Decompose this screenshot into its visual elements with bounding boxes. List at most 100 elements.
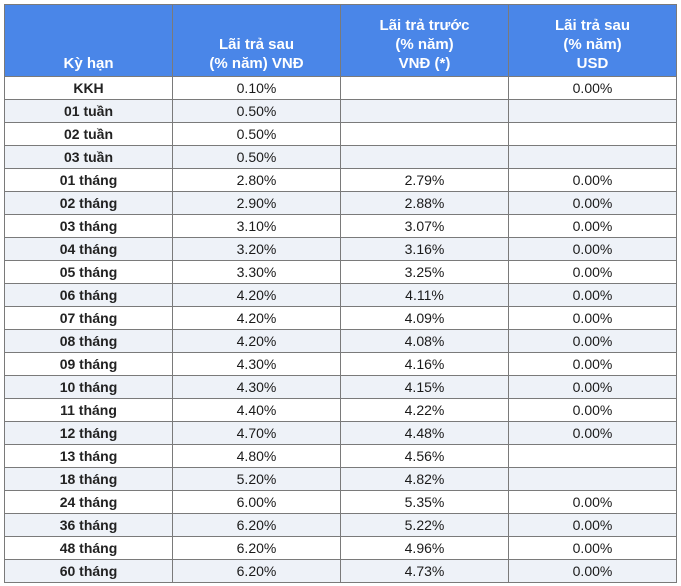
term-cell: 24 tháng [4,490,173,514]
postpaid-usd-cell: 0.00% [508,375,677,399]
table-row: 60 tháng 6.20% 4.73% 0.00% [4,559,677,583]
postpaid-vnd-cell: 2.90% [172,191,341,215]
table-row: 36 tháng 6.20% 5.22% 0.00% [4,513,677,537]
prepaid-vnd-cell: 4.09% [340,306,509,330]
prepaid-vnd-cell: 2.88% [340,191,509,215]
prepaid-vnd-cell [340,76,509,100]
prepaid-vnd-cell: 4.16% [340,352,509,376]
postpaid-usd-cell: 0.00% [508,513,677,537]
prepaid-vnd-cell: 4.96% [340,536,509,560]
table-row: KKH 0.10% 0.00% [4,76,677,100]
postpaid-vnd-cell: 3.30% [172,260,341,284]
column-header-line: USD [576,55,609,72]
header-postpaid-vnd: Lãi trả sau (% năm) VNĐ [172,4,341,77]
term-cell: 18 tháng [4,467,173,491]
term-cell: 03 tháng [4,214,173,238]
table-row: 01 tháng 2.80% 2.79% 0.00% [4,168,677,192]
postpaid-usd-cell [508,467,677,491]
postpaid-usd-cell: 0.00% [508,283,677,307]
term-cell: 13 tháng [4,444,173,468]
postpaid-usd-cell: 0.00% [508,398,677,422]
postpaid-vnd-cell: 0.50% [172,145,341,169]
postpaid-vnd-cell: 4.20% [172,283,341,307]
postpaid-usd-cell [508,444,677,468]
prepaid-vnd-cell: 2.79% [340,168,509,192]
postpaid-vnd-cell: 6.00% [172,490,341,514]
table-header: Kỳ hạn Lãi trả sau (% năm) VNĐ Lãi trả trướ… [4,4,677,77]
prepaid-vnd-cell: 4.08% [340,329,509,353]
prepaid-vnd-cell [340,145,509,169]
prepaid-vnd-cell: 4.56% [340,444,509,468]
postpaid-usd-cell [508,145,677,169]
table-body: KKH 0.10% 0.00% 01 tuần 0.50% 02 tuần 0.50% 03 … [4,76,677,583]
postpaid-usd-cell [508,99,677,123]
postpaid-vnd-cell: 4.80% [172,444,341,468]
prepaid-vnd-cell: 3.16% [340,237,509,261]
postpaid-usd-cell: 0.00% [508,421,677,445]
table-row: 01 tuần 0.50% [4,99,677,123]
postpaid-usd-cell: 0.00% [508,536,677,560]
table-row: 05 tháng 3.30% 3.25% 0.00% [4,260,677,284]
postpaid-usd-cell: 0.00% [508,559,677,583]
postpaid-usd-cell [508,122,677,146]
prepaid-vnd-cell: 4.73% [340,559,509,583]
table-row: 09 tháng 4.30% 4.16% 0.00% [4,352,677,376]
term-cell: 07 tháng [4,306,173,330]
column-header-line: Lãi trả sau [554,17,631,34]
table-row: 02 tháng 2.90% 2.88% 0.00% [4,191,677,215]
term-cell: 06 tháng [4,283,173,307]
prepaid-vnd-cell: 4.11% [340,283,509,307]
column-header-line: (% năm) [395,36,454,53]
postpaid-usd-cell: 0.00% [508,191,677,215]
term-cell: 04 tháng [4,237,173,261]
table-row: 12 tháng 4.70% 4.48% 0.00% [4,421,677,445]
table-row: 08 tháng 4.20% 4.08% 0.00% [4,329,677,353]
header-postpaid-usd: Lãi trả sau (% năm) USD [508,4,677,77]
postpaid-usd-cell: 0.00% [508,237,677,261]
term-cell: 02 tuần [4,122,173,146]
postpaid-usd-cell: 0.00% [508,260,677,284]
term-cell: 03 tuần [4,145,173,169]
postpaid-vnd-cell: 4.40% [172,398,341,422]
postpaid-vnd-cell: 6.20% [172,559,341,583]
term-cell: 48 tháng [4,536,173,560]
term-cell: 05 tháng [4,260,173,284]
table-row: 04 tháng 3.20% 3.16% 0.00% [4,237,677,261]
prepaid-vnd-cell [340,122,509,146]
term-cell: 10 tháng [4,375,173,399]
term-cell: 01 tuần [4,99,173,123]
term-cell: 12 tháng [4,421,173,445]
postpaid-vnd-cell: 6.20% [172,536,341,560]
column-header-line: Kỳ hạn [63,55,114,72]
postpaid-vnd-cell: 4.70% [172,421,341,445]
postpaid-vnd-cell: 3.10% [172,214,341,238]
prepaid-vnd-cell: 4.15% [340,375,509,399]
interest-rate-table-container: Kỳ hạn Lãi trả sau (% năm) VNĐ Lãi trả trướ… [4,4,677,583]
table-row: 03 tuần 0.50% [4,145,677,169]
table-row: 13 tháng 4.80% 4.56% [4,444,677,468]
column-header-line: VNĐ (*) [398,55,451,72]
table-row: 07 tháng 4.20% 4.09% 0.00% [4,306,677,330]
postpaid-vnd-cell: 6.20% [172,513,341,537]
term-cell: 60 tháng [4,559,173,583]
column-header-line: Lãi trả trước [379,17,470,34]
postpaid-usd-cell: 0.00% [508,76,677,100]
table-row: 06 tháng 4.20% 4.11% 0.00% [4,283,677,307]
interest-rate-table: Kỳ hạn Lãi trả sau (% năm) VNĐ Lãi trả trướ… [4,4,677,583]
postpaid-vnd-cell: 0.10% [172,76,341,100]
table-row: 48 tháng 6.20% 4.96% 0.00% [4,536,677,560]
prepaid-vnd-cell: 3.25% [340,260,509,284]
postpaid-vnd-cell: 4.30% [172,352,341,376]
postpaid-usd-cell: 0.00% [508,329,677,353]
postpaid-usd-cell: 0.00% [508,490,677,514]
prepaid-vnd-cell: 4.22% [340,398,509,422]
term-cell: 36 tháng [4,513,173,537]
table-row: 10 tháng 4.30% 4.15% 0.00% [4,375,677,399]
term-cell: 11 tháng [4,398,173,422]
postpaid-usd-cell: 0.00% [508,168,677,192]
prepaid-vnd-cell [340,99,509,123]
postpaid-usd-cell: 0.00% [508,352,677,376]
postpaid-usd-cell: 0.00% [508,306,677,330]
prepaid-vnd-cell: 4.82% [340,467,509,491]
header-term: Kỳ hạn [4,4,173,77]
